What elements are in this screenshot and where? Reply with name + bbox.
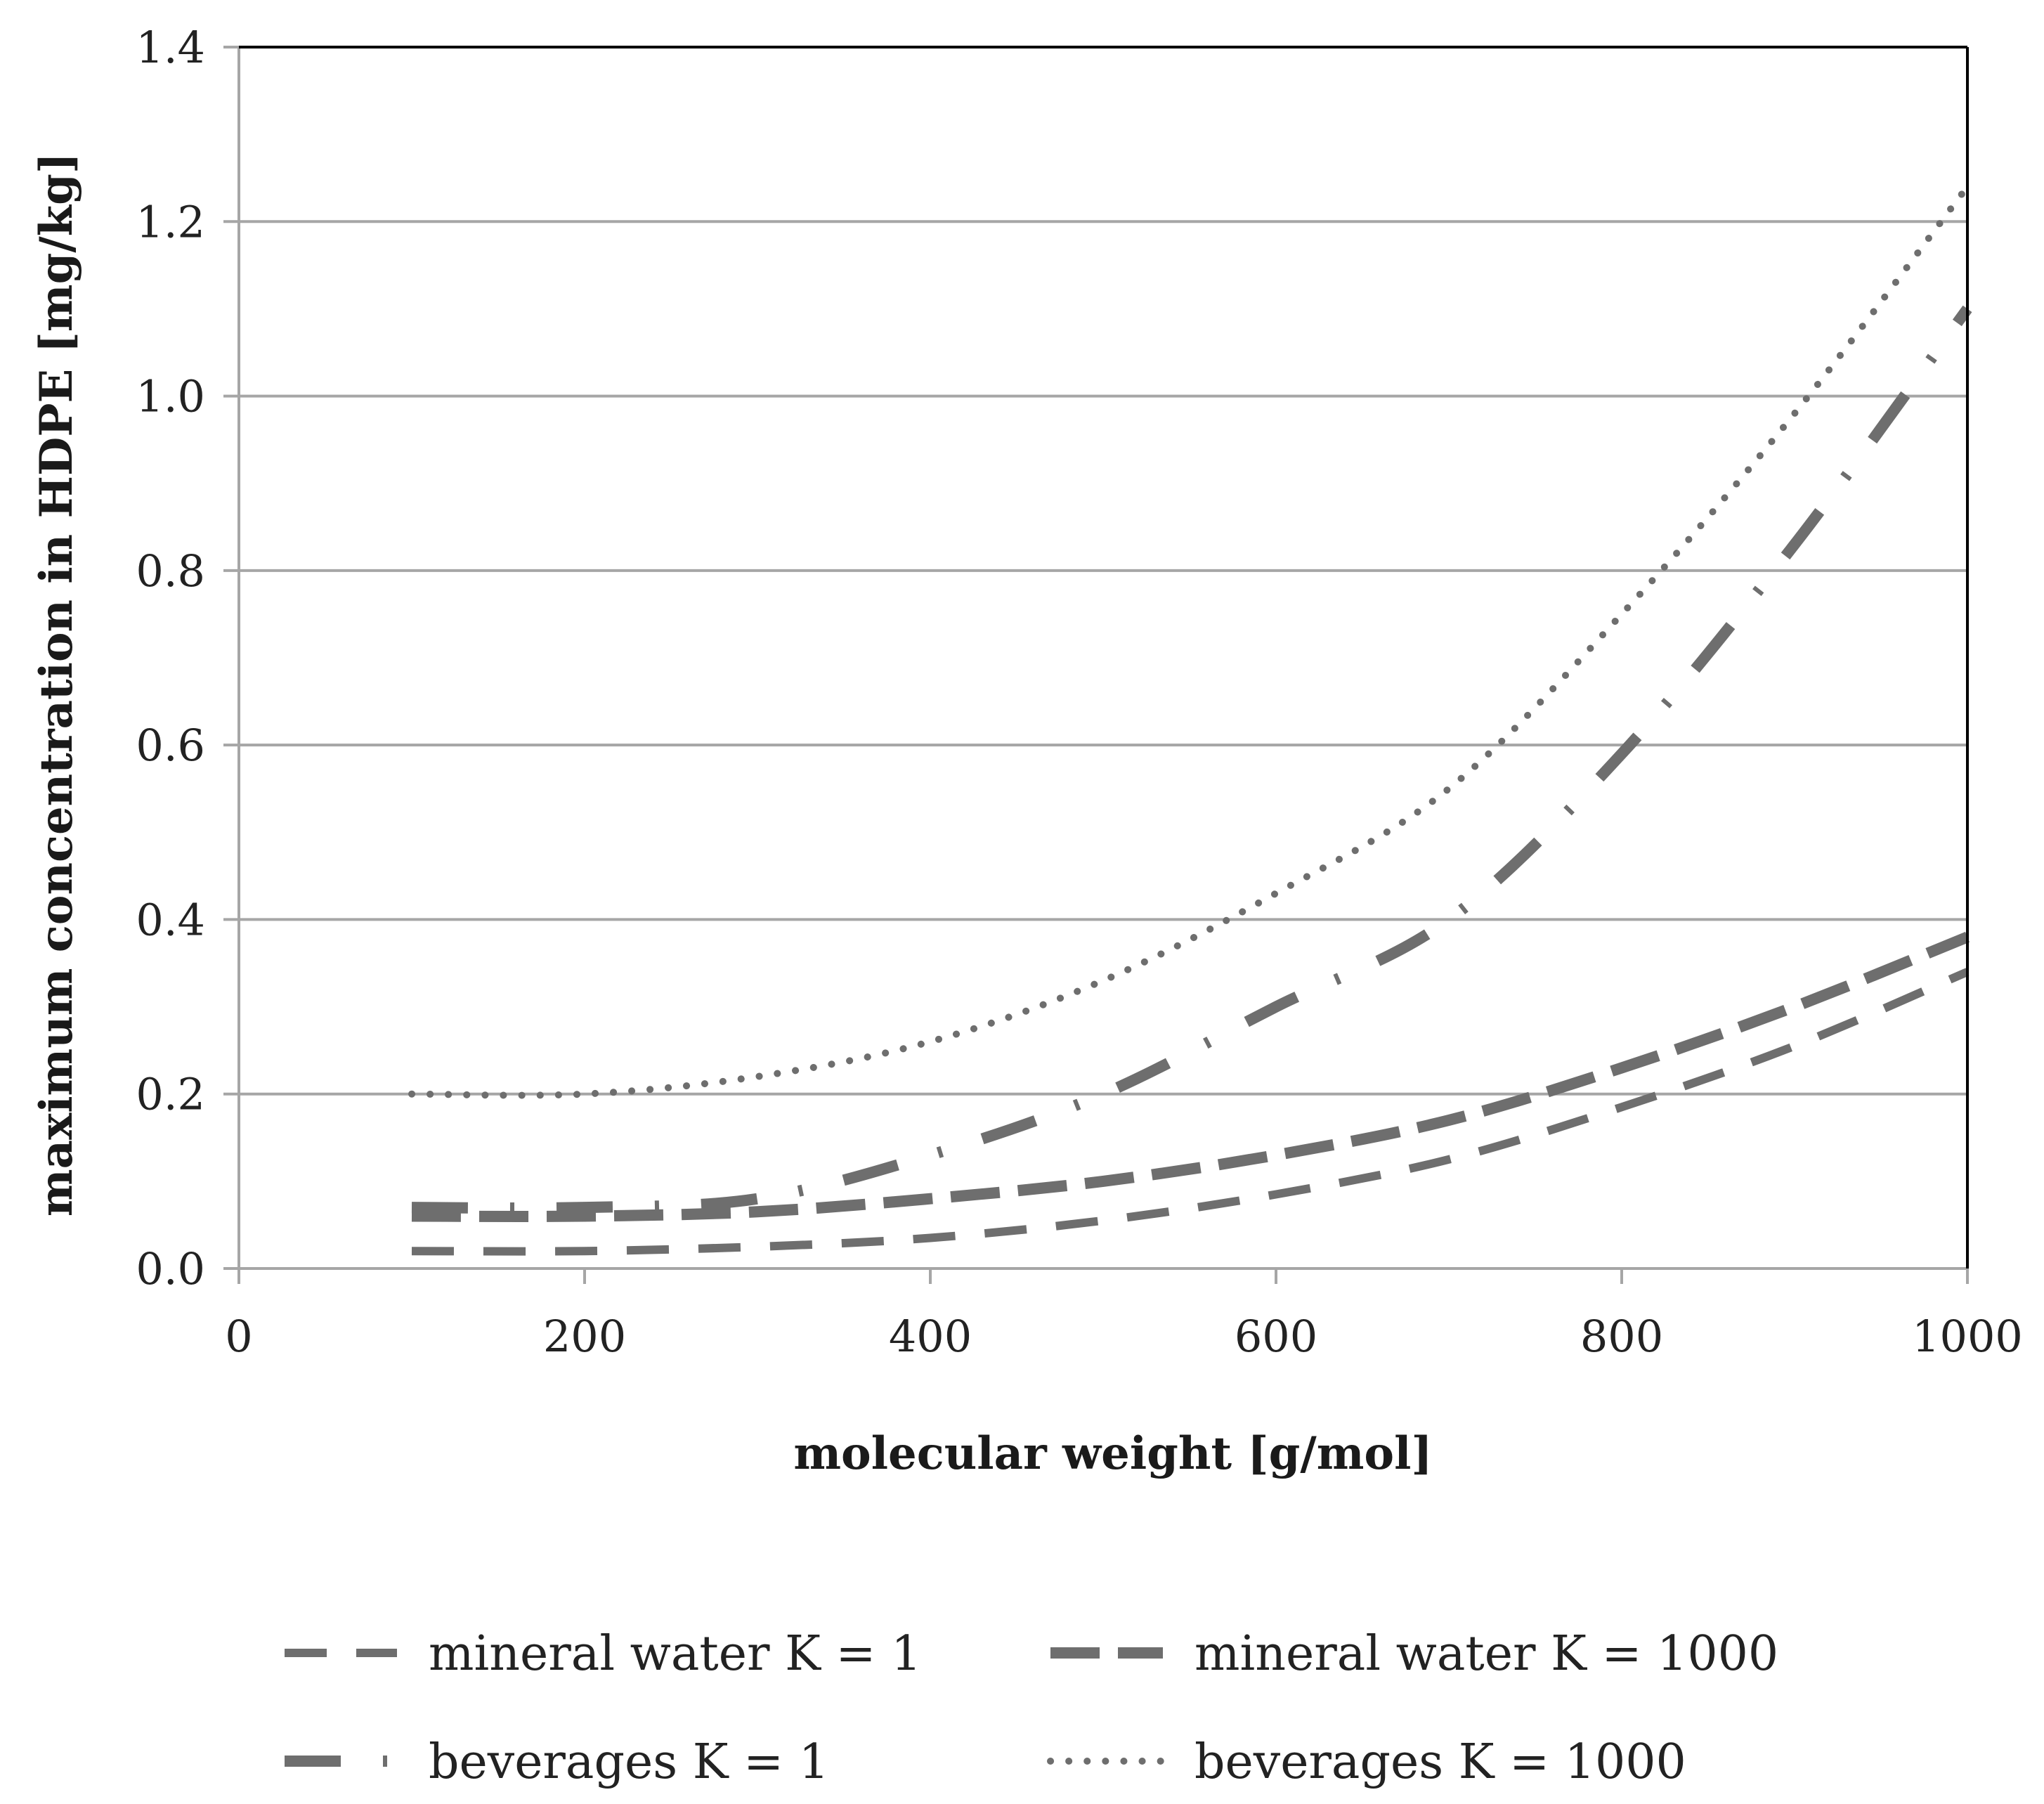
y-tick-label: 1.0 [136,371,205,422]
legend-label: mineral water K = 1000 [1194,1626,1778,1682]
series-line-1 [411,968,1970,1256]
y-tick-label: 0.6 [136,720,205,771]
y-axis-title: maximum concentration in HDPE [mg/kg] [30,153,83,1216]
x-tick-label: 0 [225,1311,252,1362]
y-tick-labels: 0.0 0.2 0.4 0.6 0.8 1.0 1.2 1.4 [136,22,239,1294]
x-tick-label: 200 [543,1311,626,1362]
x-tick-label: 1000 [1912,1311,2023,1362]
legend-label: mineral water K = 1 [429,1626,921,1682]
series-lines [408,183,1972,1256]
x-axis-title: molecular weight [g/mol] [793,1427,1432,1480]
legend-label: beverages K = 1000 [1194,1734,1686,1790]
y-tick-label: 0.2 [136,1069,205,1120]
legend: mineral water K = 1 mineral water K = 100… [285,1626,1778,1790]
series-line-3 [411,305,1972,1214]
axes [237,46,1969,1284]
x-tick-label: 600 [1235,1311,1317,1362]
x-tick-label: 400 [889,1311,972,1362]
y-tick-label: 0.0 [136,1243,205,1294]
y-tick-label: 1.4 [136,22,205,73]
legend-label: beverages K = 1 [429,1734,829,1790]
series-line-2 [411,931,1970,1222]
y-tick-label: 1.2 [136,196,205,247]
x-tick-labels: 0 200 400 600 800 1000 [225,1268,2023,1362]
x-tick-label: 800 [1580,1311,1663,1362]
y-tick-label: 0.8 [136,545,205,597]
series-line-4 [408,183,1971,1099]
y-tick-label: 0.4 [136,894,205,945]
grid-lines [239,46,1967,1096]
